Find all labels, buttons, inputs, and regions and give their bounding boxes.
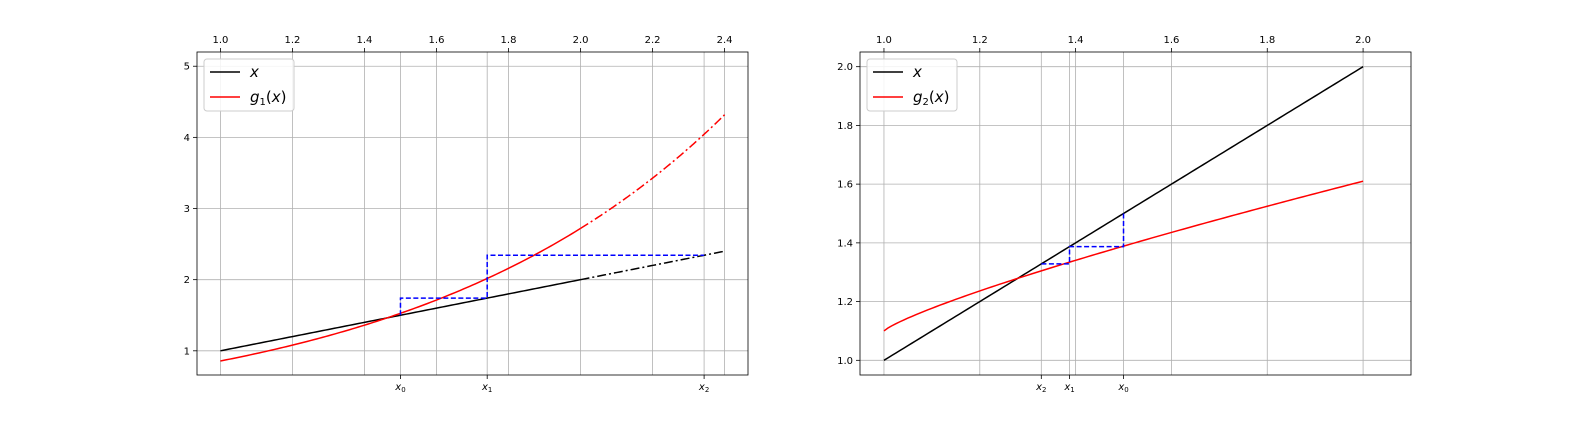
y-tick-label: 5 bbox=[184, 62, 190, 73]
iterate-tick-label: x2 bbox=[698, 382, 709, 394]
y-tick-label: 1.8 bbox=[837, 121, 853, 132]
y-tick-label: 2.0 bbox=[837, 62, 853, 73]
legend-entry: g2(x) bbox=[913, 88, 950, 108]
grid bbox=[860, 52, 1411, 375]
chart-left: 1.0 1.2 1.4 1.6 1.8 2.0 2.2 2.4 x0 x1 x2 1 2 3 4 5 x g1(x… bbox=[184, 35, 749, 394]
cobweb-path bbox=[1041, 213, 1125, 265]
y-tick-label: 1.4 bbox=[837, 238, 853, 249]
legend-entry: x bbox=[912, 63, 922, 81]
x-tick-label: 1.8 bbox=[501, 35, 517, 46]
plot-area bbox=[883, 66, 1364, 361]
grid bbox=[197, 52, 748, 375]
x-tick-label: 1.4 bbox=[357, 35, 373, 46]
x-tick-label: 2.0 bbox=[573, 35, 589, 46]
x-tick-label: 1.0 bbox=[212, 35, 228, 46]
legend-entry: g1(x) bbox=[250, 88, 287, 108]
x-tick-label: 1.2 bbox=[972, 35, 988, 46]
x-tick-label: 2.4 bbox=[717, 35, 733, 46]
y-tick-label: 4 bbox=[184, 133, 190, 144]
x-tick-label: 2.2 bbox=[645, 35, 661, 46]
y-tick-label: 3 bbox=[184, 204, 190, 215]
y-tick-label: 1.2 bbox=[837, 297, 853, 308]
legend: x g1(x) bbox=[203, 58, 295, 112]
legend: x g2(x) bbox=[866, 58, 958, 112]
y-tick-label: 1.6 bbox=[837, 180, 853, 191]
y-tick-label: 1.0 bbox=[837, 356, 853, 367]
x-tick-label: 1.0 bbox=[876, 35, 892, 46]
x-tick-label: 1.4 bbox=[1068, 35, 1084, 46]
iterate-tick-label: x0 bbox=[394, 382, 405, 394]
x-tick-label: 1.6 bbox=[429, 35, 445, 46]
cobweb-path bbox=[399, 254, 705, 316]
plot-area bbox=[220, 114, 726, 362]
axes-frame bbox=[859, 51, 1412, 376]
y-tick-label: 1 bbox=[184, 346, 190, 357]
y-tick-label: 2 bbox=[184, 275, 190, 286]
x-tick-label: 2.0 bbox=[1355, 35, 1371, 46]
x-tick-label: 1.2 bbox=[284, 35, 300, 46]
iterate-tick-label: x0 bbox=[1117, 382, 1128, 394]
axes-frame bbox=[196, 51, 749, 376]
iterate-tick-label: x1 bbox=[1063, 382, 1074, 394]
iterate-tick-label: x2 bbox=[1035, 382, 1046, 394]
series-extension-g1 bbox=[580, 114, 726, 230]
x-tick-label: 1.6 bbox=[1163, 35, 1179, 46]
x-tick-label: 1.8 bbox=[1259, 35, 1275, 46]
chart-right: 1.0 1.2 1.4 1.6 1.8 2.0 x2 x1 x0 1.0 1.2 1.4 1.6 1.8 2… bbox=[837, 35, 1412, 394]
iterate-tick-label: x1 bbox=[481, 382, 492, 394]
legend-entry: x bbox=[249, 63, 259, 81]
